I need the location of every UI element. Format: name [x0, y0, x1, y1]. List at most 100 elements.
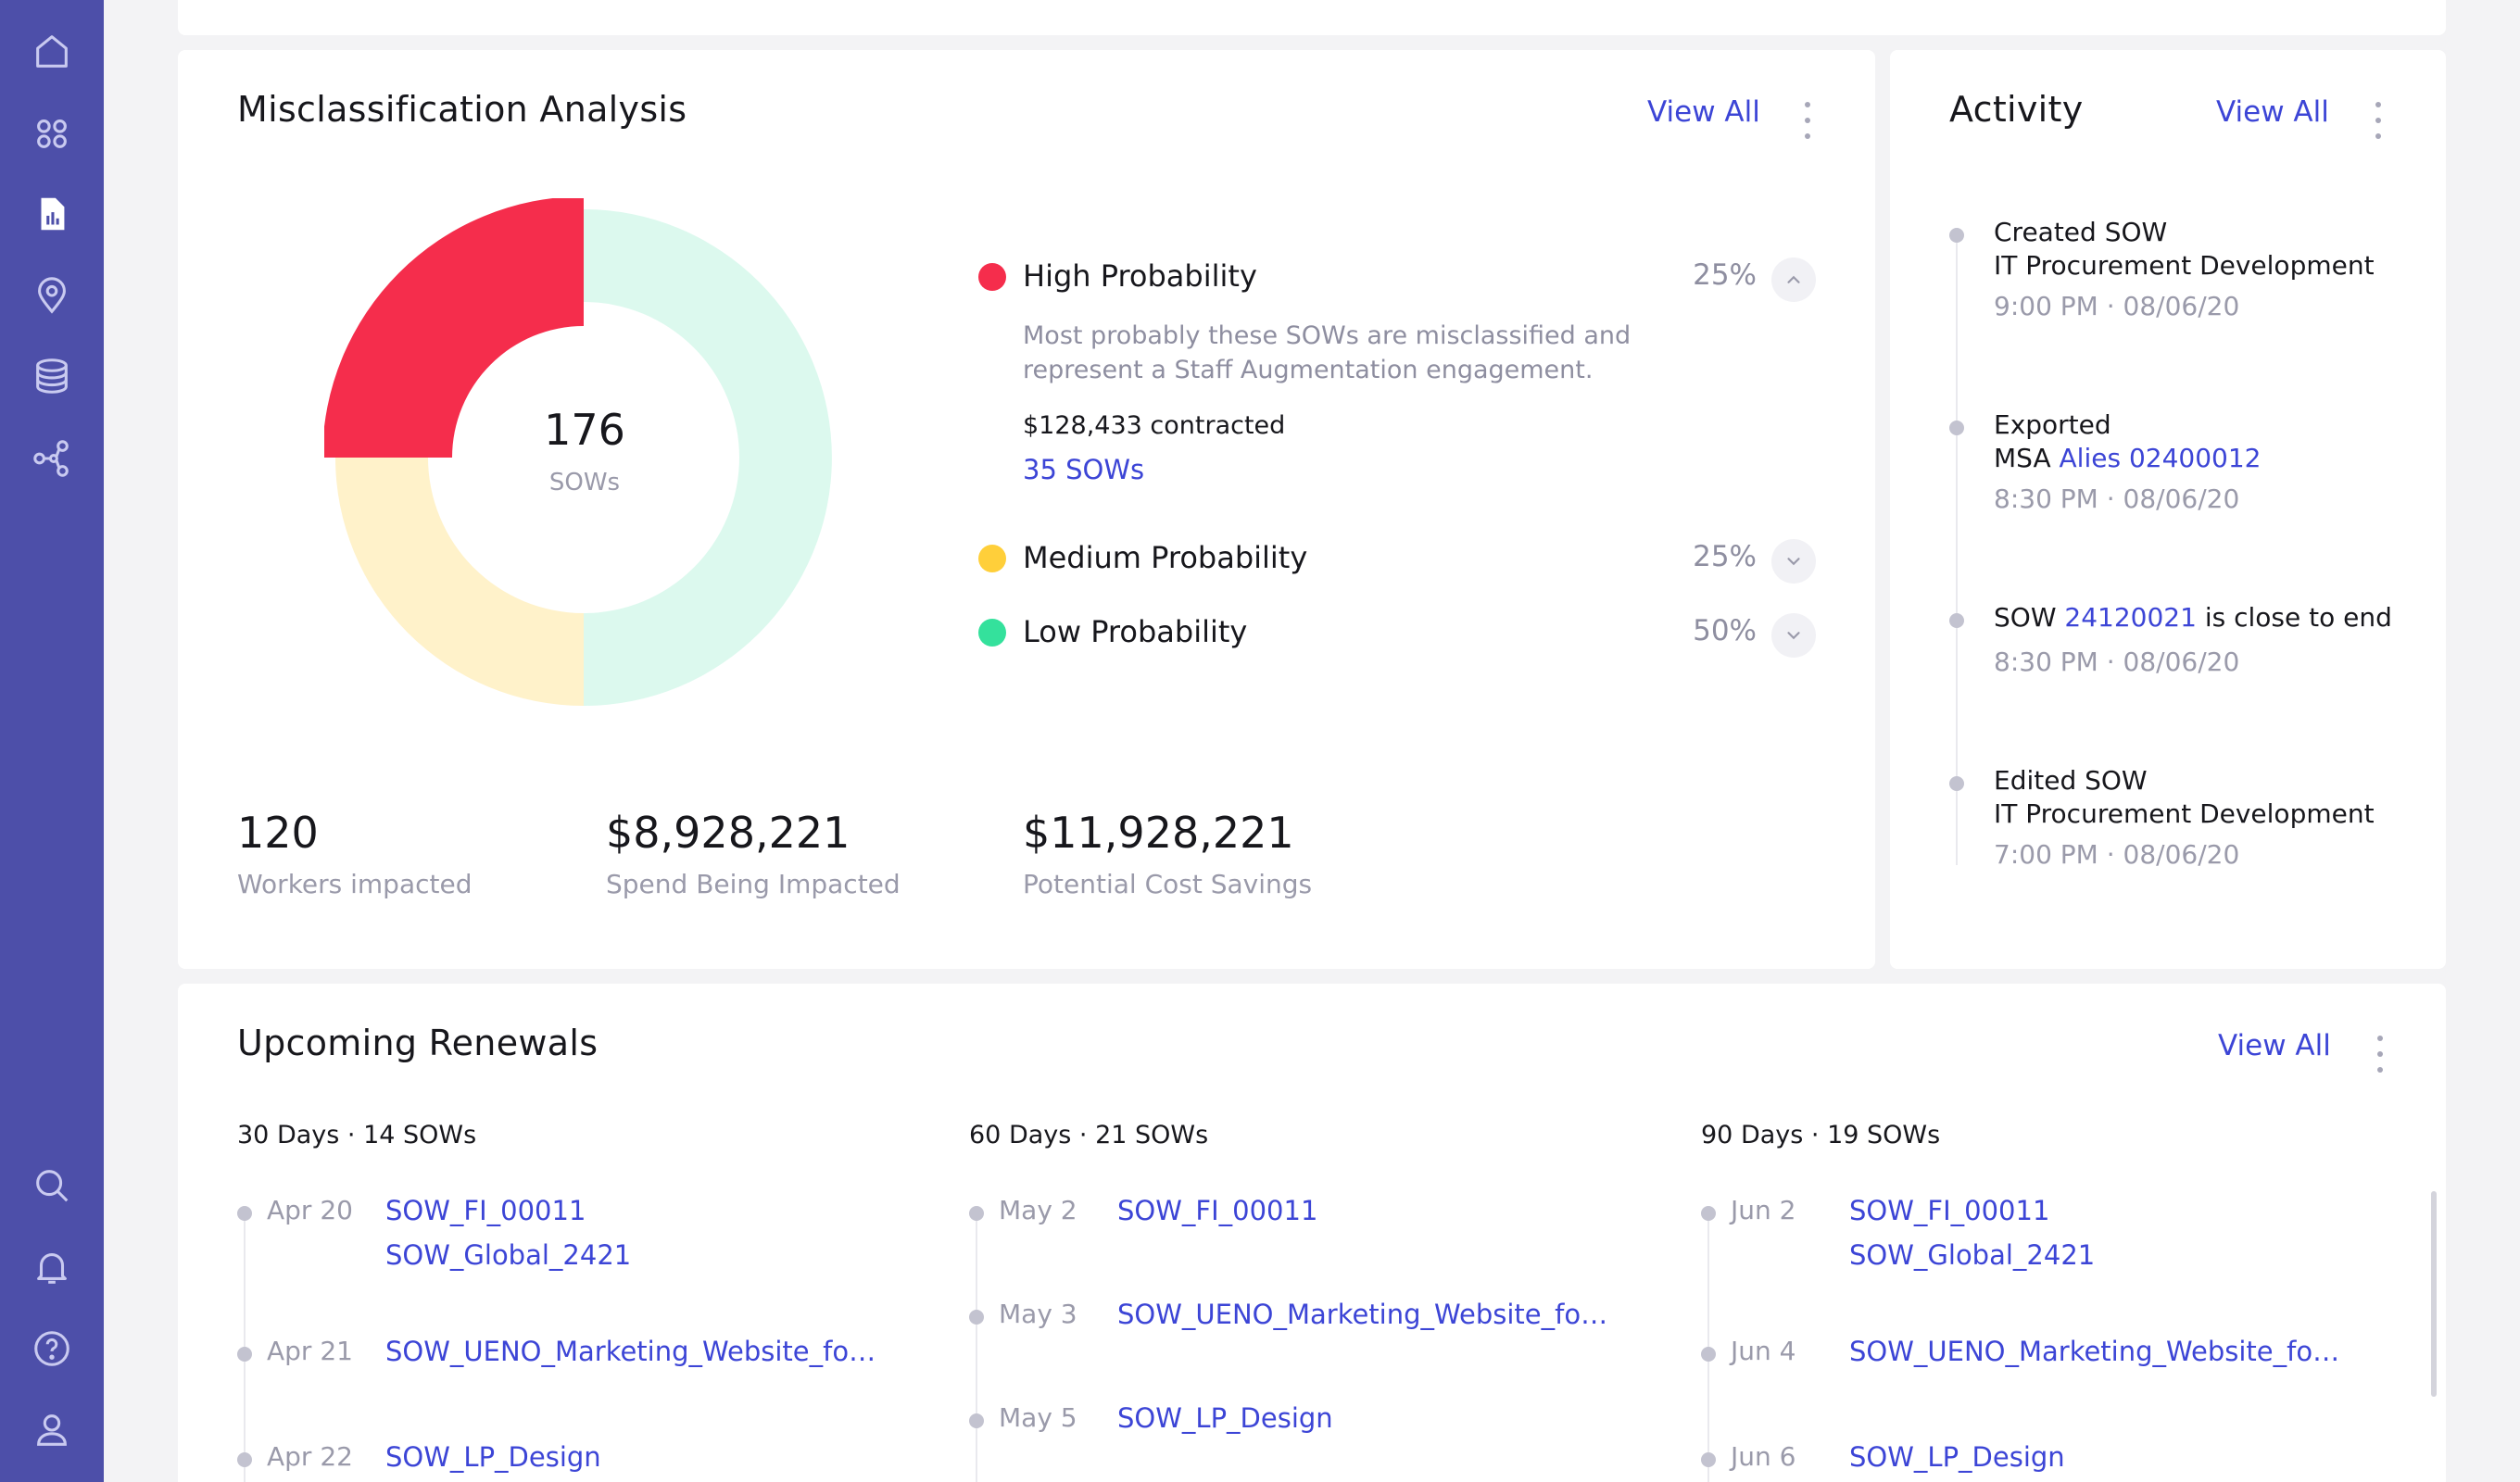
more-options-icon[interactable]	[1801, 102, 1814, 139]
collapse-high-button[interactable]	[1771, 257, 1816, 302]
spend-impacted-value: $8,928,221	[606, 808, 850, 858]
renewal-date: Apr 20	[267, 1195, 353, 1225]
location-icon[interactable]	[26, 270, 78, 321]
activity-time: 9:00 PM · 08/06/20	[1994, 291, 2240, 321]
report-icon[interactable]	[26, 188, 78, 240]
high-probability-contracted: $128,433 contracted	[1023, 411, 1286, 440]
renewals-card: Upcoming Renewals View All 30 Days · 14 …	[178, 984, 2446, 1482]
activity-text: Exported	[1994, 409, 2111, 440]
activity-link[interactable]: 24120021	[2064, 602, 2197, 633]
renewal-sow-link[interactable]: SOW_Global_2421	[385, 1239, 632, 1271]
view-all-button[interactable]: View All	[2216, 95, 2329, 129]
more-options-icon[interactable]	[2374, 1036, 2387, 1073]
workers-impacted-label: Workers impacted	[237, 869, 472, 899]
home-icon[interactable]	[26, 26, 78, 78]
timeline-line	[1956, 235, 1958, 865]
timeline-dot	[969, 1310, 984, 1325]
chevron-up-icon	[1787, 275, 1800, 283]
renewal-sow-link[interactable]: SOW_LP_Design	[1849, 1441, 2065, 1473]
high-probability-description: Most probably these SOWs are misclassifi…	[1023, 321, 1632, 384]
cost-savings-value: $11,928,221	[1023, 808, 1294, 858]
renewal-date: May 3	[999, 1299, 1077, 1329]
scrollbar[interactable]	[2431, 1191, 2437, 1397]
medium-probability-slice[interactable]	[335, 458, 584, 706]
apps-icon[interactable]	[26, 107, 78, 159]
activity-suffix: is close to end	[2196, 602, 2392, 633]
renewal-column-header: 30 Days · 14 SOWs	[237, 1121, 477, 1149]
medium-probability-dot	[978, 545, 1006, 572]
spend-impacted-label: Spend Being Impacted	[606, 869, 901, 899]
renewal-date: May 2	[999, 1195, 1077, 1225]
timeline-dot	[1949, 421, 1964, 435]
help-icon[interactable]	[26, 1323, 78, 1375]
renewal-date: Apr 21	[267, 1336, 353, 1366]
low-probability-slice[interactable]	[584, 209, 832, 706]
sidebar	[0, 0, 104, 1482]
activity-text: Created SOW	[1994, 217, 2168, 247]
activity-link[interactable]: IT Procurement Development	[1994, 798, 2375, 829]
timeline-dot	[237, 1206, 252, 1221]
bell-icon[interactable]	[26, 1241, 78, 1293]
renewal-sow-link[interactable]: SOW_FI_00011	[1117, 1195, 1318, 1226]
chevron-down-icon	[1787, 558, 1800, 566]
renewal-column-header: 90 Days · 19 SOWs	[1701, 1121, 1941, 1149]
medium-probability-label: Medium Probability	[1023, 540, 1308, 575]
activity-link[interactable]: IT Procurement Development	[1994, 250, 2375, 281]
timeline-dot	[1949, 776, 1964, 791]
card-title: Activity	[1949, 89, 2084, 130]
activity-text: MSA Alies 02400012	[1994, 443, 2261, 473]
donut-total-label: SOWs	[548, 469, 621, 496]
activity-time: 8:30 PM · 08/06/20	[1994, 484, 2240, 514]
workflow-icon[interactable]	[26, 433, 78, 484]
misclassification-card: Misclassification Analysis View All 176 …	[178, 50, 1875, 969]
activity-prefix: SOW	[1994, 602, 2065, 633]
renewal-date: May 5	[999, 1402, 1077, 1433]
top-card	[178, 0, 2446, 35]
renewal-date: Apr 22	[267, 1441, 353, 1472]
renewal-sow-link[interactable]: SOW_FI_00011	[1849, 1195, 2050, 1226]
renewal-sow-link[interactable]: SOW_LP_Design	[1117, 1402, 1333, 1434]
renewal-column-header: 60 Days · 21 SOWs	[969, 1121, 1209, 1149]
activity-text: SOW 24120021 is close to end	[1994, 602, 2392, 633]
donut-chart	[324, 198, 832, 706]
timeline-dot	[969, 1413, 984, 1428]
search-icon[interactable]	[26, 1160, 78, 1212]
timeline-dot	[1949, 613, 1964, 628]
donut-total: 176	[544, 405, 625, 455]
card-title: Misclassification Analysis	[237, 89, 687, 130]
high-probability-slice[interactable]	[324, 198, 584, 458]
low-probability-percent: 50%	[1693, 614, 1757, 647]
activity-prefix: MSA	[1994, 443, 2060, 473]
renewal-sow-link[interactable]: SOW_UENO_Marketing_Website_for_...	[385, 1336, 886, 1367]
user-icon[interactable]	[26, 1404, 78, 1456]
view-all-button[interactable]: View All	[2218, 1029, 2331, 1062]
activity-link[interactable]: Alies 02400012	[2059, 443, 2262, 473]
high-probability-label: High Probability	[1023, 258, 1257, 294]
timeline-dot	[1701, 1347, 1716, 1362]
card-title: Upcoming Renewals	[237, 1023, 598, 1063]
activity-time: 8:30 PM · 08/06/20	[1994, 647, 2240, 677]
high-probability-sows-link[interactable]: 35 SOWs	[1023, 454, 1145, 485]
renewal-sow-link[interactable]: SOW_LP_Design	[385, 1441, 601, 1473]
renewal-sow-link[interactable]: SOW_Global_2421	[1849, 1239, 2096, 1271]
renewal-sow-link[interactable]: SOW_FI_00011	[385, 1195, 586, 1226]
chevron-down-icon	[1787, 632, 1800, 640]
expand-low-button[interactable]	[1771, 613, 1816, 658]
activity-text: Edited SOW	[1994, 765, 2148, 796]
more-options-icon[interactable]	[2372, 102, 2385, 139]
timeline-dot	[1949, 228, 1964, 243]
low-probability-label: Low Probability	[1023, 614, 1248, 649]
database-icon[interactable]	[26, 350, 78, 402]
high-probability-dot	[978, 263, 1006, 291]
activity-card: Activity View All Created SOW IT Procure…	[1890, 50, 2446, 969]
timeline-dot	[1701, 1452, 1716, 1467]
timeline-dot	[969, 1206, 984, 1221]
renewal-date: Jun 2	[1731, 1195, 1796, 1225]
timeline-line	[976, 1215, 977, 1482]
renewal-sow-link[interactable]: SOW_UENO_Marketing_Website_for_...	[1849, 1336, 2350, 1367]
renewal-date: Jun 4	[1731, 1336, 1796, 1366]
renewal-sow-link[interactable]: SOW_UENO_Marketing_Website_for_...	[1117, 1299, 1618, 1330]
expand-medium-button[interactable]	[1771, 539, 1816, 584]
view-all-button[interactable]: View All	[1647, 95, 1760, 129]
cost-savings-label: Potential Cost Savings	[1023, 869, 1313, 899]
